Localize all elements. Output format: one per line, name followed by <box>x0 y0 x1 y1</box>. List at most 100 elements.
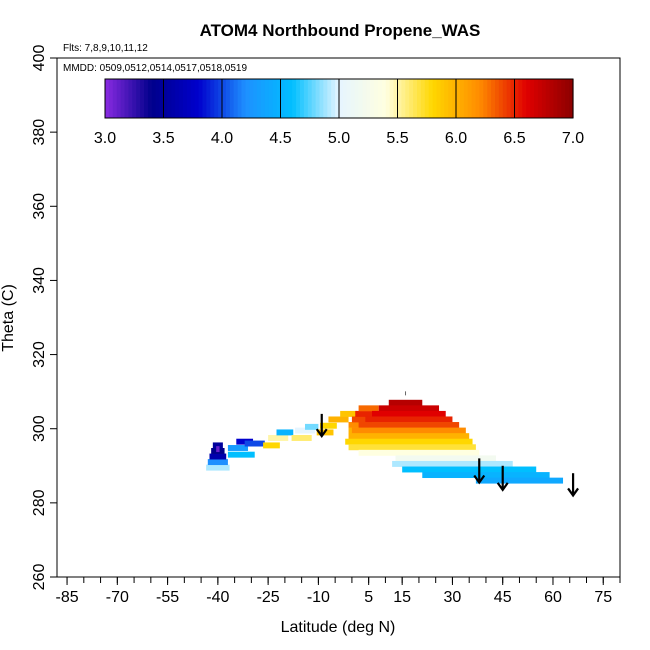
data-cell <box>294 427 316 434</box>
x-tick-label: 75 <box>594 589 612 606</box>
colorbar-swatch <box>300 79 305 118</box>
colorbar-swatch <box>284 79 289 118</box>
colorbar-swatch <box>183 79 188 118</box>
data-cell <box>395 455 497 462</box>
colorbar-swatch <box>561 79 566 118</box>
colorbar-swatch <box>128 79 133 118</box>
colorbar-swatch <box>155 79 161 118</box>
data-cell <box>402 466 537 473</box>
colorbar-swatch <box>280 79 285 118</box>
colorbar-swatch <box>253 79 258 118</box>
colorbar-swatch <box>210 79 215 118</box>
y-tick-label: 380 <box>31 119 48 146</box>
data-cell <box>422 472 550 479</box>
colorbar-swatch <box>261 79 266 118</box>
x-tick-label: -85 <box>55 589 78 606</box>
colorbar-swatch <box>323 79 328 118</box>
colorbar-swatch <box>459 79 465 118</box>
data-cell <box>304 423 319 430</box>
colorbar-swatch <box>440 79 445 118</box>
data-cell <box>351 427 466 434</box>
colorbar-swatch <box>194 79 200 118</box>
data-cell <box>216 446 220 453</box>
data-cell <box>340 410 357 417</box>
colorbar-swatch <box>557 79 562 118</box>
data-cell <box>475 477 564 484</box>
data-cell <box>291 435 312 441</box>
data-cell <box>320 422 337 429</box>
colorbar-swatch <box>303 79 309 118</box>
colorbar-swatch <box>374 79 379 118</box>
colorbar-swatch <box>424 79 430 118</box>
data-cell <box>348 444 476 451</box>
colorbar-swatch <box>311 79 317 118</box>
colorbar-swatch <box>132 79 137 118</box>
colorbar-swatch <box>272 79 278 118</box>
colorbar-swatch <box>179 79 184 118</box>
x-tick-label: -70 <box>106 589 129 606</box>
colorbar-swatch <box>335 79 340 118</box>
colorbar-swatch <box>358 79 363 118</box>
colorbar-swatch <box>510 79 516 118</box>
colorbar-swatch <box>175 79 180 118</box>
colorbar-swatch <box>495 79 500 118</box>
x-tick-label: 45 <box>494 589 512 606</box>
colorbar-swatch <box>537 79 543 118</box>
x-tick-label: 15 <box>393 589 411 606</box>
x-tick-label: -10 <box>307 589 330 606</box>
colorbar-swatch <box>479 79 484 118</box>
data-cell <box>212 442 223 449</box>
colorbar-swatch <box>218 79 223 118</box>
colorbar-swatch <box>370 79 375 118</box>
y-tick-label: 280 <box>31 489 48 516</box>
colorbar-swatch <box>553 79 558 118</box>
colorbar-swatch <box>549 79 555 118</box>
data-cell <box>365 416 453 423</box>
colorbar-swatch <box>432 79 438 118</box>
y-tick-label: 320 <box>31 341 48 368</box>
colorbar-swatch <box>346 79 352 118</box>
colorbar-swatch <box>108 79 114 118</box>
data-cell <box>207 459 228 466</box>
data-cell <box>227 451 255 458</box>
y-axis: 260 280 300 320 340 360 380 400 <box>31 45 57 590</box>
colorbar-swatch <box>276 79 282 118</box>
colorbar-swatch <box>206 79 211 118</box>
data-cell <box>268 435 289 441</box>
colorbar-swatch <box>237 79 243 118</box>
x-tick-label: 5 <box>364 589 373 606</box>
colorbar-swatch <box>198 79 204 118</box>
colorbar-tick-label: 5.5 <box>386 130 408 147</box>
colorbar-tick-label: 7.0 <box>562 130 584 147</box>
colorbar-swatch <box>401 79 406 118</box>
colorbar-swatch <box>569 79 574 118</box>
x-tick-label: 60 <box>544 589 562 606</box>
x-tick-label: -25 <box>257 589 280 606</box>
colorbar-swatch <box>530 79 535 118</box>
colorbar-swatch <box>296 79 301 118</box>
x-tick-label: -55 <box>156 589 179 606</box>
colorbar-swatch <box>534 79 539 118</box>
colorbar-swatch <box>498 79 504 118</box>
colorbar-swatch <box>487 79 492 118</box>
colorbar-swatch <box>444 79 449 118</box>
colorbar-swatch <box>475 79 480 118</box>
data-cell <box>348 433 470 440</box>
colorbar-swatch <box>186 79 192 118</box>
colorbar-swatch <box>339 79 344 118</box>
colorbar-swatch <box>502 79 508 118</box>
colorbar-swatch <box>151 79 157 118</box>
colorbar-tick-label: 6.5 <box>503 130 525 147</box>
y-tick-label: 300 <box>31 415 48 442</box>
colorbar-swatch <box>397 79 402 118</box>
y-tick-label: 340 <box>31 267 48 294</box>
colorbar-swatch <box>506 79 512 118</box>
colorbar-swatch <box>257 79 262 118</box>
colorbar-swatch <box>366 79 371 118</box>
colorbar-swatch <box>120 79 126 118</box>
colorbar-swatch <box>225 79 231 118</box>
colorbar-swatch <box>159 79 165 118</box>
colorbar-swatch <box>229 79 235 118</box>
colorbar-swatch <box>112 79 118 118</box>
